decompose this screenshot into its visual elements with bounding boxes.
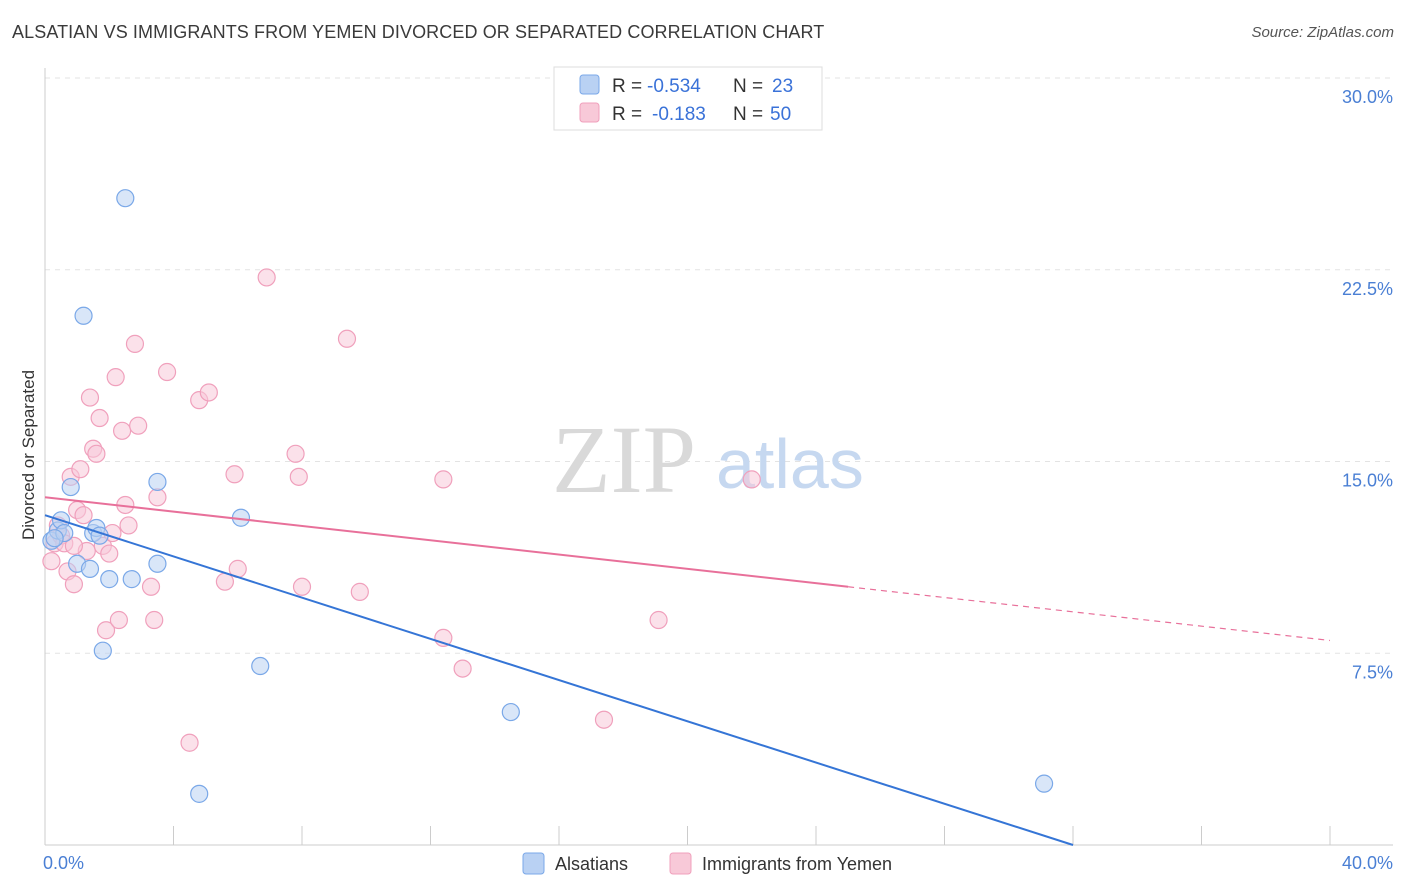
- y-tick-label: 15.0%: [1342, 471, 1393, 491]
- legend-r-value-1: -0.534: [647, 76, 701, 97]
- yemen-point: [42, 552, 61, 571]
- yemen-point: [112, 421, 132, 440]
- alsatians-point: [93, 641, 112, 660]
- yemen-point: [129, 416, 148, 435]
- y-axis-label: Divorced or Separated: [19, 370, 38, 540]
- yemen-point: [286, 444, 305, 463]
- legend-r-label-1: R =: [612, 76, 642, 97]
- alsatians-point: [122, 570, 141, 589]
- yemen-point: [292, 577, 312, 596]
- alsatians-point: [501, 702, 520, 722]
- gridlines: [45, 77, 1393, 654]
- yemen-point: [90, 408, 109, 428]
- yemen-point: [87, 444, 106, 463]
- watermark-atlas: atlas: [716, 425, 864, 503]
- yemen-trend-extension: [848, 586, 1331, 642]
- yemen-point: [157, 362, 177, 382]
- yemen-point: [649, 610, 668, 630]
- x-tick-label-min: 0.0%: [43, 853, 84, 873]
- yemen-point: [337, 329, 357, 348]
- yemen-point: [594, 710, 614, 729]
- alsatians-point: [45, 529, 64, 548]
- legend-n-value-1: 23: [772, 76, 793, 97]
- legend-r-label-2: R =: [612, 104, 642, 125]
- series-yemen-points: [42, 268, 761, 752]
- yemen-point: [742, 470, 761, 489]
- yemen-point: [71, 460, 90, 479]
- legend-n-label-1: N =: [733, 76, 763, 97]
- trend-lines: [44, 496, 1331, 846]
- yemen-point: [125, 334, 145, 353]
- alsatians-point: [80, 559, 100, 578]
- yemen-point: [350, 582, 369, 601]
- yemen-point: [119, 516, 138, 535]
- series-legend: Alsatians Immigrants from Yemen: [522, 852, 892, 875]
- yemen-point: [96, 621, 116, 640]
- y-tick-label: 22.5%: [1342, 279, 1393, 299]
- yemen-point: [257, 268, 276, 287]
- correlation-legend: R = -0.534 N = 23 R = -0.183 N = 50: [553, 66, 823, 131]
- yemen-point: [64, 536, 84, 555]
- yemen-point: [64, 575, 84, 594]
- yemen-point: [106, 368, 125, 387]
- x-tick-label-max: 40.0%: [1342, 853, 1393, 873]
- yemen-point: [225, 465, 244, 484]
- alsatians-trend-line: [44, 514, 1074, 846]
- yemen-trend-line: [44, 496, 849, 588]
- yemen-point: [453, 659, 472, 678]
- watermark-zip: ZIP: [552, 406, 696, 513]
- alsatians-point: [1034, 774, 1054, 793]
- legend-n-value-2: 50: [770, 104, 791, 125]
- axes: [44, 68, 1393, 846]
- alsatians-point: [74, 306, 93, 325]
- legend-alsatians-label[interactable]: Alsatians: [555, 854, 628, 874]
- chart-title: ALSATIAN VS IMMIGRANTS FROM YEMEN DIVORC…: [12, 22, 825, 42]
- yemen-point: [180, 733, 199, 752]
- alsatians-point: [61, 477, 80, 497]
- alsatians-point: [251, 656, 270, 676]
- yemen-point: [148, 488, 167, 507]
- yemen-point: [141, 577, 161, 596]
- yemen-point: [109, 610, 128, 630]
- legend-r-value-2: -0.183: [652, 104, 706, 125]
- tick-labels: 7.5% 15.0% 22.5% 30.0% 0.0% 40.0%: [43, 87, 1393, 873]
- yemen-point: [145, 610, 164, 630]
- alsatians-point: [100, 570, 119, 589]
- y-tick-label: 30.0%: [1342, 87, 1393, 107]
- legend-n-label-2: N =: [733, 104, 763, 125]
- yemen-point: [434, 470, 453, 489]
- yemen-point: [80, 388, 100, 407]
- alsatians-point: [190, 784, 209, 803]
- yemen-point: [74, 506, 93, 525]
- series-alsatians-points: [42, 189, 1054, 803]
- alsatians-point: [148, 472, 167, 492]
- source-label[interactable]: Source: ZipAtlas.com: [1251, 24, 1394, 41]
- legend-swatch-blue: [579, 74, 600, 95]
- yemen-point: [289, 467, 308, 486]
- legend-yemen-swatch[interactable]: [669, 852, 692, 875]
- y-tick-label: 7.5%: [1352, 662, 1393, 682]
- alsatians-point: [148, 554, 167, 573]
- legend-alsatians-swatch[interactable]: [522, 852, 545, 875]
- legend-yemen-label[interactable]: Immigrants from Yemen: [702, 854, 892, 874]
- legend-swatch-pink: [579, 102, 600, 123]
- alsatians-point: [116, 189, 135, 208]
- yemen-point: [199, 383, 218, 402]
- yemen-point: [100, 544, 119, 563]
